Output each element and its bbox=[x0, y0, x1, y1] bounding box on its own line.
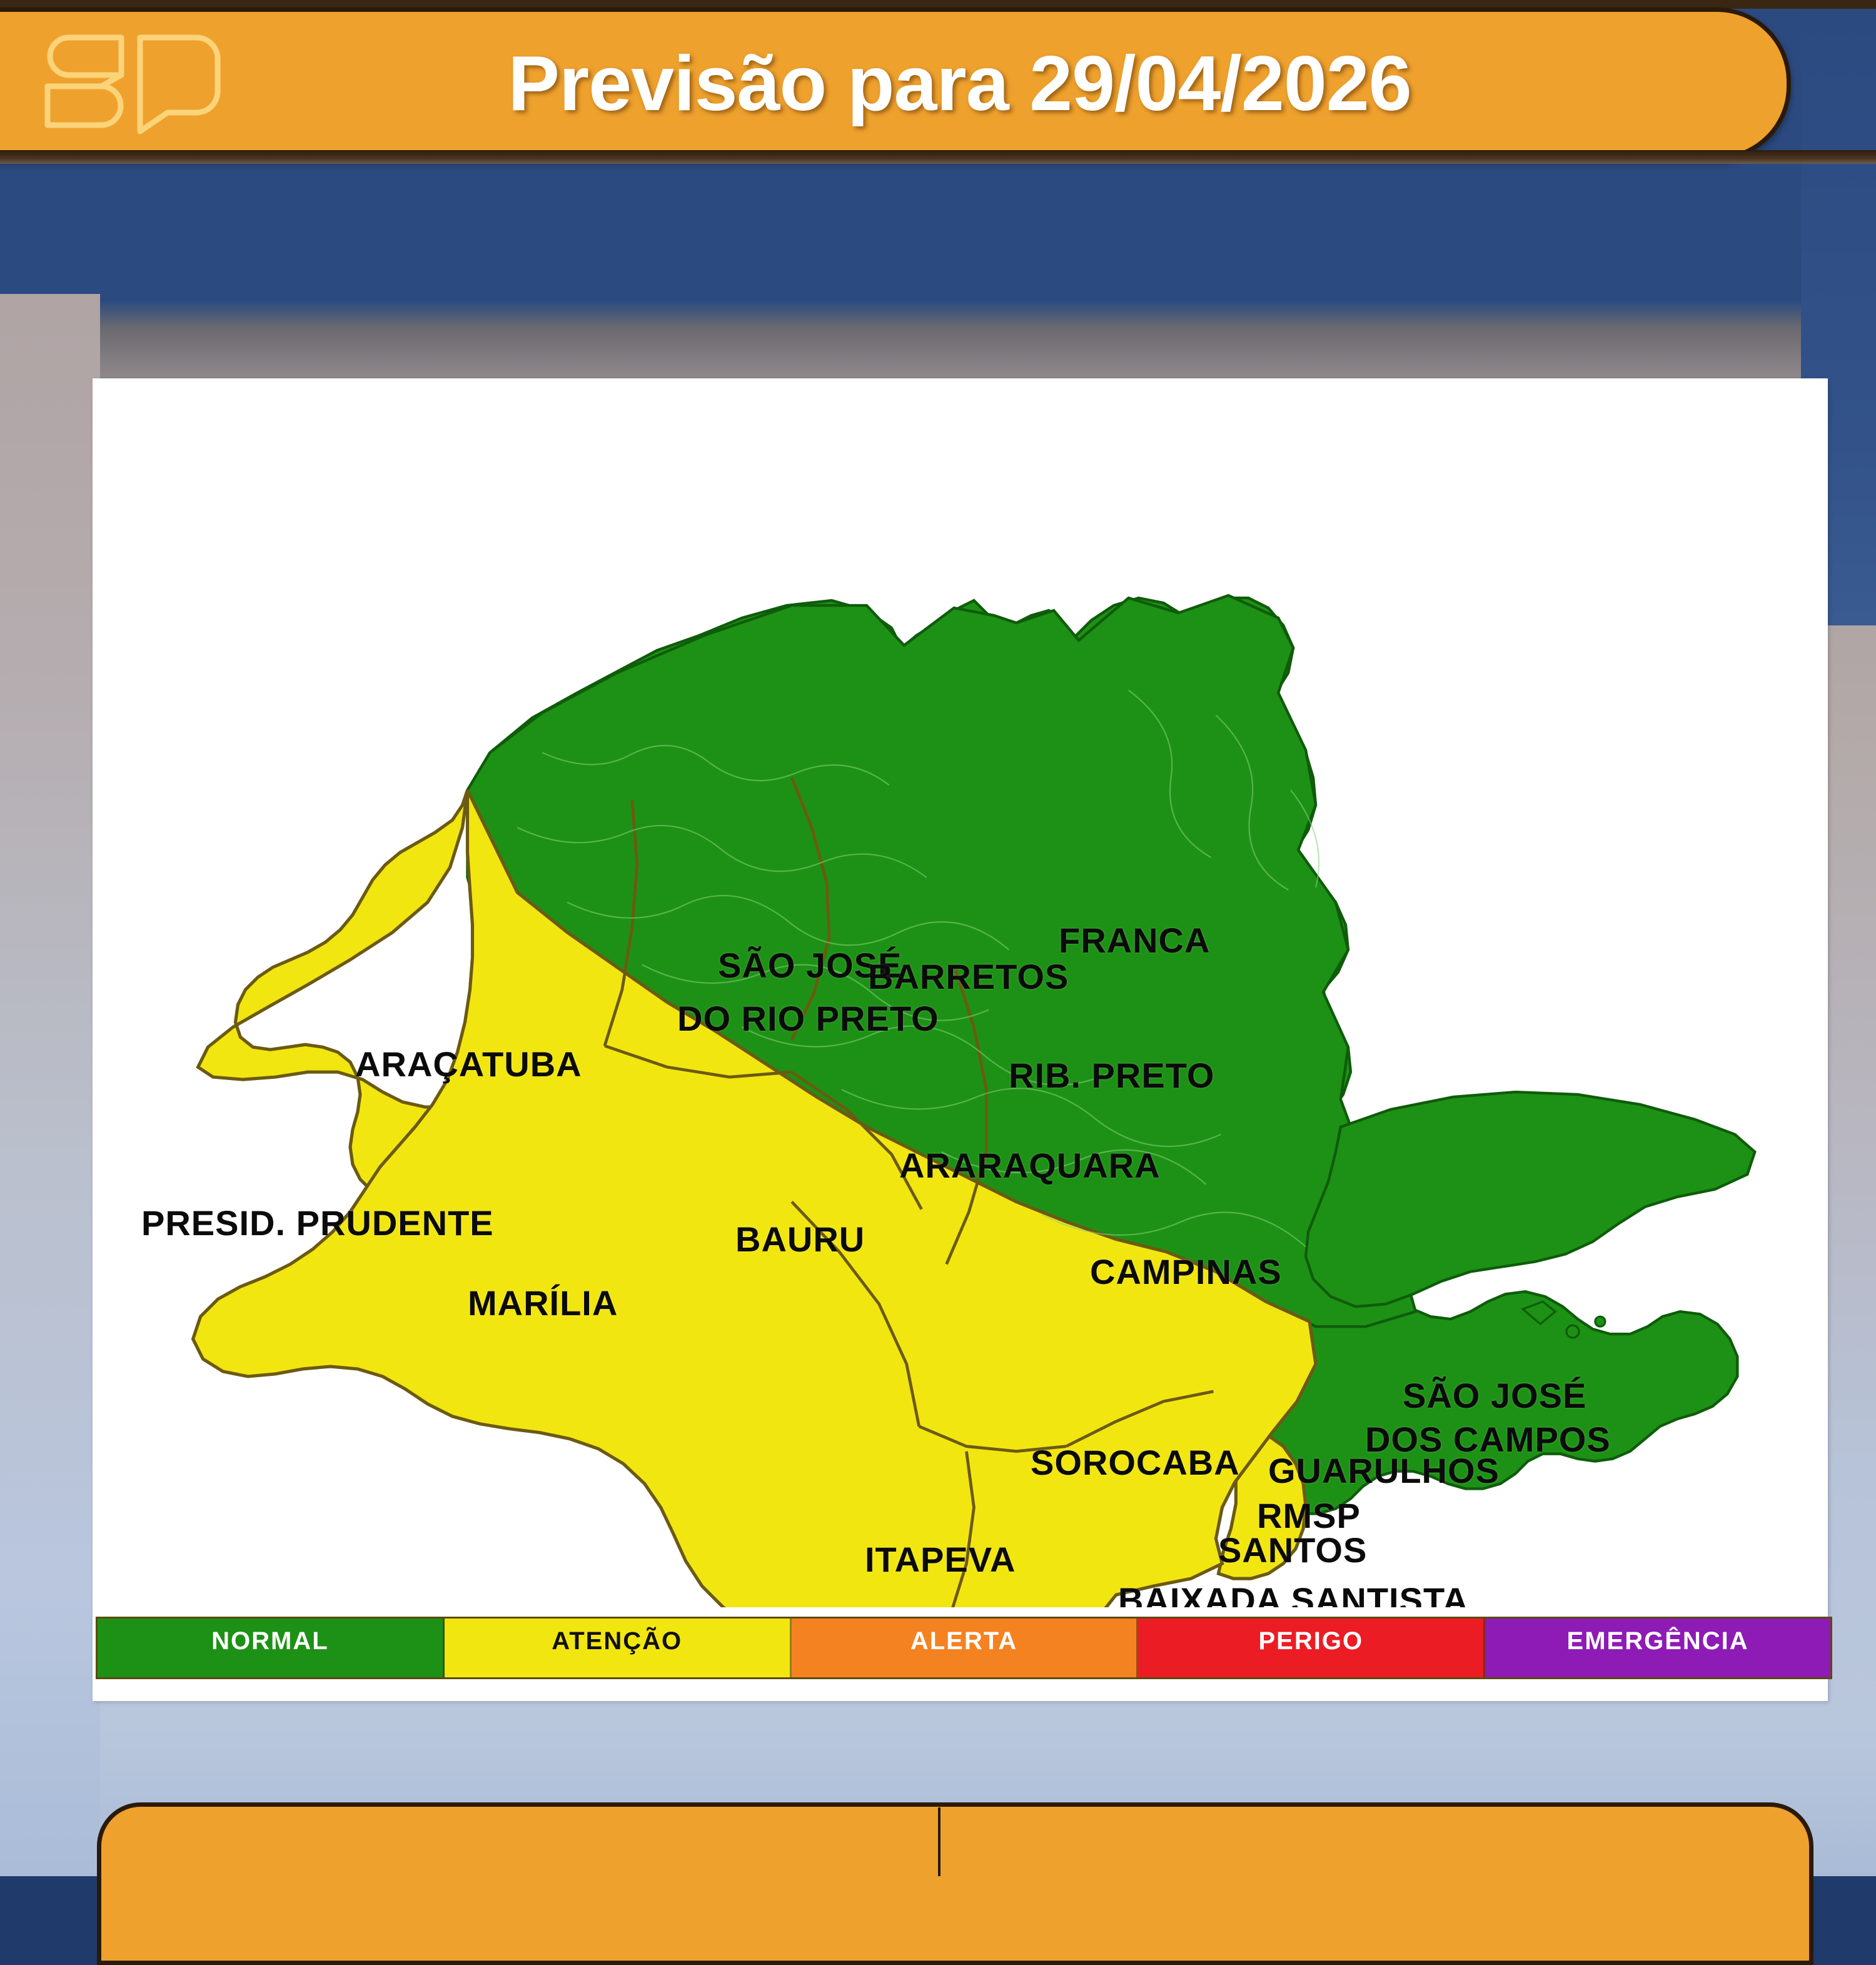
region-shape-island-b bbox=[1594, 1315, 1606, 1328]
bottom-orange-panel bbox=[97, 1802, 1813, 1965]
map-municipality-lines bbox=[517, 689, 1320, 1248]
legend-label-atencao: ATENÇÃO bbox=[552, 1627, 683, 1655]
header-banner: Previsão para 29/04/2026 bbox=[0, 8, 1791, 160]
map-regions-atencao bbox=[191, 777, 1318, 1607]
region-divider-sorocaba-registro bbox=[1065, 1390, 1214, 1448]
bottom-panel-divider bbox=[938, 1807, 941, 1876]
header-bottom-shadow bbox=[0, 150, 1876, 164]
region-shape-atencao-main bbox=[191, 789, 1318, 1607]
map-svg bbox=[191, 594, 1757, 1607]
sao-paulo-state-map: ARAÇATUBA SÃO JOSÉ DO RIO PRETO BARRETOS… bbox=[93, 378, 1828, 1607]
region-shape-island-c bbox=[1521, 1300, 1557, 1326]
region-shape-normal-vale bbox=[1304, 1090, 1757, 1308]
legend-label-perigo: PERIGO bbox=[1258, 1627, 1364, 1655]
legend-item-alerta[interactable]: ALERTA bbox=[791, 1619, 1139, 1677]
page-title: Previsão para 29/04/2026 bbox=[508, 41, 1411, 127]
legend-item-atencao[interactable]: ATENÇÃO bbox=[444, 1619, 792, 1677]
header-top-border bbox=[0, 0, 1876, 9]
region-divider-itapeva-registro bbox=[918, 1425, 1067, 1453]
alert-level-legend: NORMAL ATENÇÃO ALERTA PERIGO EMERGÊNCIA bbox=[96, 1617, 1832, 1679]
region-divider-marilia-bauru bbox=[790, 777, 831, 1041]
region-divider-registro-coast bbox=[951, 1451, 976, 1607]
background-left-gutter bbox=[0, 294, 100, 1876]
legend-item-normal[interactable]: NORMAL bbox=[98, 1619, 445, 1677]
region-divider-itapeva-sorocaba bbox=[790, 1201, 921, 1427]
legend-item-emergencia[interactable]: EMERGÊNCIA bbox=[1485, 1619, 1830, 1677]
map-panel: ARAÇATUBA SÃO JOSÉ DO RIO PRETO BARRETOS… bbox=[93, 378, 1832, 1701]
region-divider-lower-yellow bbox=[604, 1044, 792, 1079]
legend-label-normal: NORMAL bbox=[211, 1627, 329, 1655]
legend-label-alerta: ALERTA bbox=[910, 1627, 1018, 1655]
map-regions-normal bbox=[466, 594, 1757, 1515]
region-divider-mid-yellow bbox=[790, 1071, 923, 1210]
region-shape-island-a bbox=[1565, 1324, 1580, 1339]
legend-item-perigo[interactable]: PERIGO bbox=[1138, 1619, 1486, 1677]
legend-label-emergencia: EMERGÊNCIA bbox=[1566, 1627, 1749, 1655]
sp-government-logo-icon bbox=[39, 24, 226, 143]
region-divider-prudente-marilia bbox=[603, 800, 639, 1046]
